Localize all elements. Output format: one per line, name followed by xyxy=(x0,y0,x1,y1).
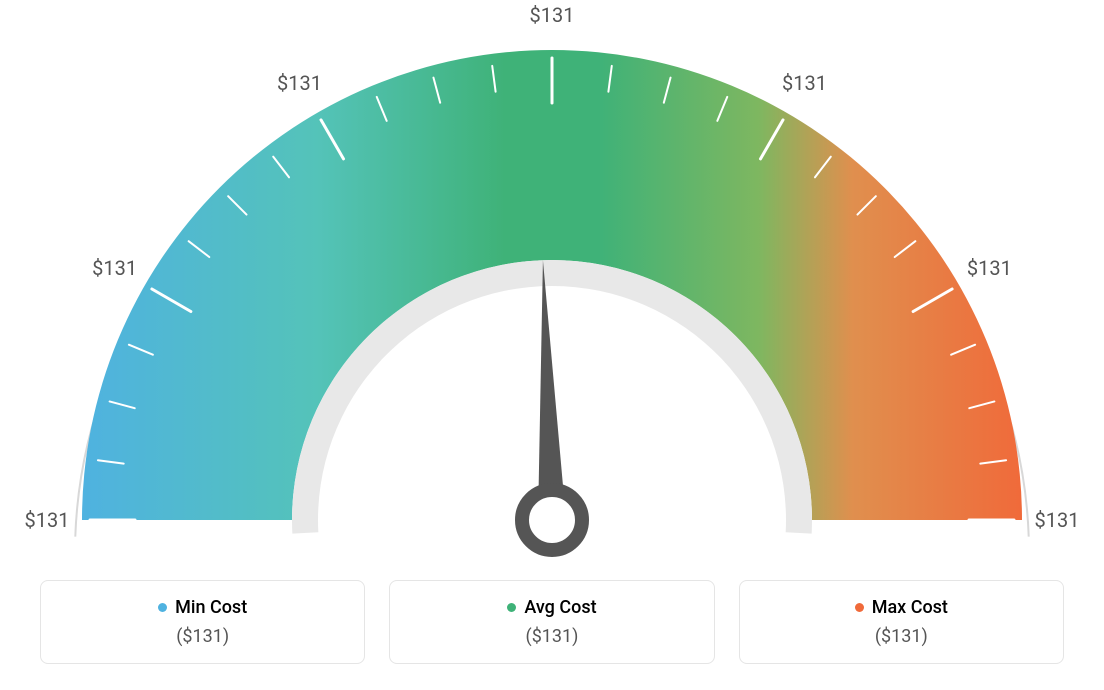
legend-value: ($131) xyxy=(526,626,579,647)
legend-card-avg: Avg Cost ($131) xyxy=(389,580,714,664)
legend-label: Max Cost xyxy=(872,597,948,618)
legend-value: ($131) xyxy=(875,626,928,647)
gauge-tick-label: $131 xyxy=(92,256,137,280)
gauge-tick-label: $131 xyxy=(277,71,322,95)
dot-icon xyxy=(855,603,864,612)
legend-label: Avg Cost xyxy=(524,597,596,618)
gauge-tick-label: $131 xyxy=(967,256,1012,280)
legend-label: Min Cost xyxy=(175,597,247,618)
gauge-tick-label: $131 xyxy=(782,71,827,95)
legend-value: ($131) xyxy=(176,626,229,647)
legend-card-max: Max Cost ($131) xyxy=(739,580,1064,664)
dot-icon xyxy=(158,603,167,612)
legend-card-min: Min Cost ($131) xyxy=(40,580,365,664)
dot-icon xyxy=(507,603,516,612)
gauge-tick-label: $131 xyxy=(25,508,70,532)
cost-gauge: $131 $131 $131 $131 $131 $131 $131 xyxy=(0,0,1104,560)
gauge-tick-label: $131 xyxy=(530,3,575,27)
gauge-tick-label: $131 xyxy=(1035,508,1080,532)
legend-row: Min Cost ($131) Avg Cost ($131) Max Cost… xyxy=(40,580,1064,664)
